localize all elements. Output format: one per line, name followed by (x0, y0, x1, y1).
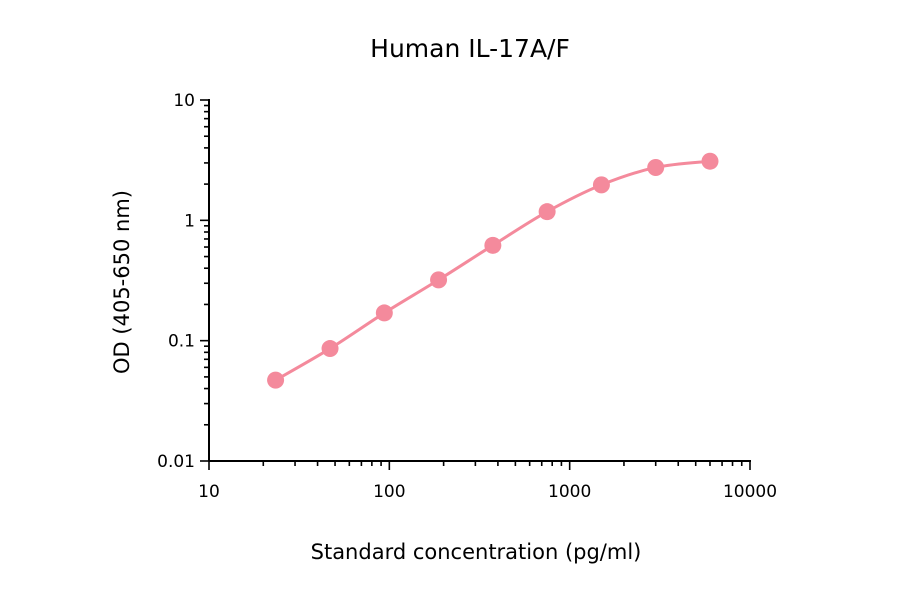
x-tick-label: 10 (198, 482, 220, 502)
x-tick-label: 100 (373, 482, 405, 502)
series-line (274, 159, 711, 382)
data-point (267, 371, 285, 389)
chart-title: Human IL-17A/F (370, 34, 570, 63)
data-point (592, 176, 610, 194)
y-tick-label: 10 (173, 91, 195, 111)
y-tick-label: 1 (184, 211, 195, 231)
x-tick-label: 10000 (723, 482, 777, 502)
data-point (484, 236, 502, 254)
data-point (375, 304, 393, 322)
series (267, 152, 719, 389)
data-point (647, 158, 665, 176)
y-tick-label: 0.01 (157, 452, 195, 472)
x-axis-label: Standard concentration (pg/ml) (311, 540, 642, 564)
data-point (701, 152, 719, 170)
y-tick-label: 0.1 (168, 332, 195, 352)
data-point (430, 271, 448, 289)
data-point (538, 203, 556, 221)
y-axis-label: OD (405-650 nm) (110, 190, 134, 374)
axes: 10 100 1000 10000 0.01 0.1 1 10 (157, 91, 777, 502)
x-tick-label: 1000 (548, 482, 591, 502)
data-point (321, 340, 339, 358)
